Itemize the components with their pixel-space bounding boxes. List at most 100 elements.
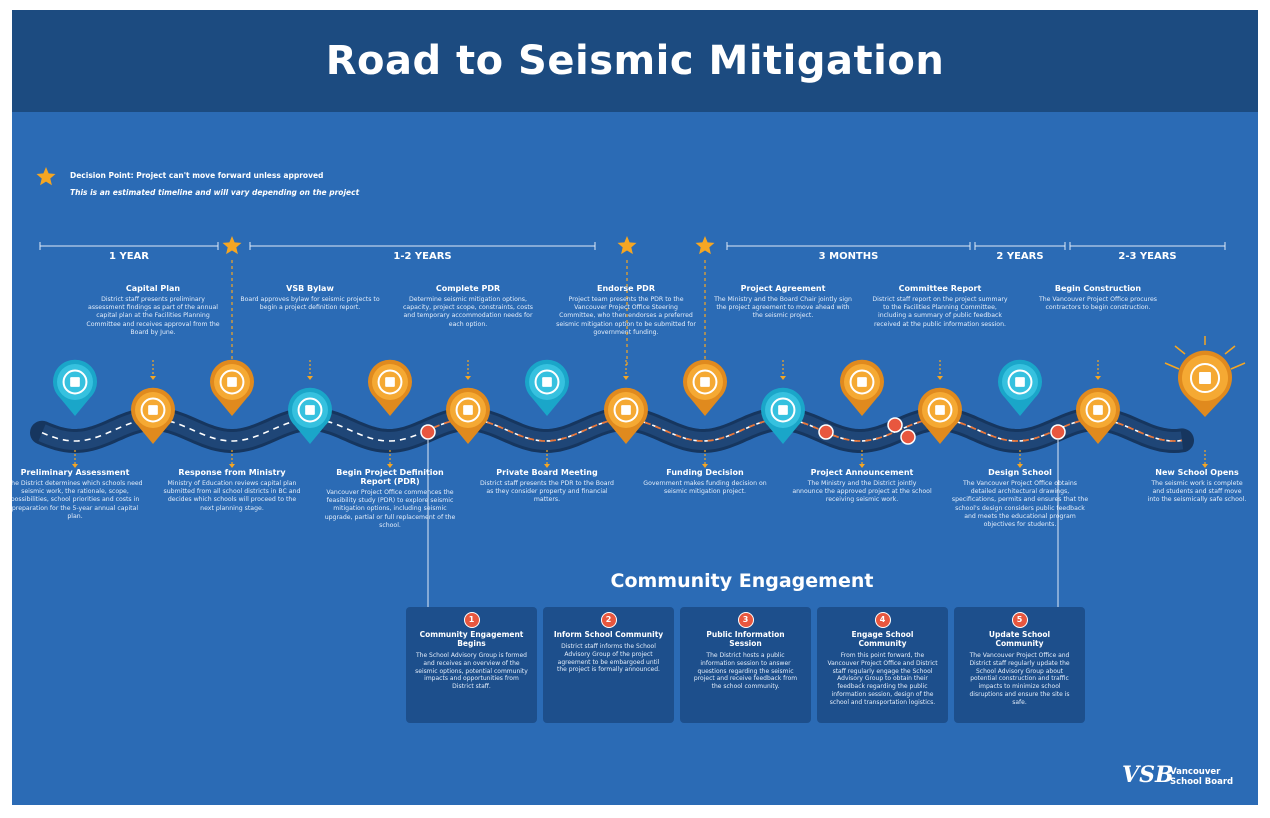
road-marker [900,429,916,445]
event: Committee Report District staff report on… [870,284,1010,329]
event: New School Opens The seismic work is comp… [1147,468,1247,505]
pin-ray [1164,362,1180,370]
pin-icon [140,397,166,423]
event-description: The Vancouver Project Office obtains det… [951,480,1089,529]
event: Project Agreement The Ministry and the Bo… [713,284,853,321]
pin-icon-detail [148,405,158,415]
card-number: 2 [600,612,617,628]
road-marker [887,417,903,433]
card-description: District staff informs the School Adviso… [557,643,660,674]
event-title: Design School [988,468,1052,477]
event: Begin Project Definition Report (PDR) Van… [320,468,460,530]
pin-ray [1174,345,1186,355]
pin-icon [1085,397,1111,423]
card-title: Inform School Community [553,630,664,639]
pin-ray [1230,362,1246,370]
event-title: Response from Ministry [178,468,286,477]
event-description: The seismic work is complete and student… [1147,480,1247,504]
card-number: 5 [1011,612,1028,628]
pin-icon-detail [778,405,788,415]
event: Complete PDR Determine seismic mitigation… [398,284,538,329]
logo-name: Vancouver School Board [1170,767,1234,787]
pin-icon-detail [935,405,945,415]
pin-icon-detail [700,377,710,387]
event: Project Announcement The Ministry and the… [792,468,932,505]
event-title: Begin Construction [1054,284,1142,293]
event-title: Preliminary Assessment [20,468,130,477]
card-title: Engage School Community [851,630,914,648]
event-title: Committee Report [898,284,982,293]
period-label: 2 YEARS [996,251,1044,262]
card-number: 3 [737,612,754,628]
pin-icon-detail [385,377,395,387]
engagement-card: 1 Community Engagement Begins The School A… [406,607,537,723]
event-description: District staff presents the PDR to the B… [480,480,614,504]
event-description: Determine seismic mitigation options, ca… [403,296,533,328]
event: VSB Bylaw Board approves bylaw for seismi… [240,284,380,312]
event-description: Government makes funding decision on sei… [643,480,767,496]
event-arrowhead [1202,464,1208,468]
event-title: Private Board Meeting [496,468,598,477]
event-arrowhead [1095,376,1101,380]
event-arrowhead [150,376,156,380]
poster: Road to Seismic Mitigation Decision Poin… [12,10,1258,805]
engagement-card: 4 Engage School Community From this point … [817,607,948,723]
pin-icon-detail [1015,377,1025,387]
event-description: District staff report on the project sum… [872,296,1008,328]
event-title: Funding Decision [666,468,744,477]
pin-icon-detail [305,405,315,415]
event-title: New School Opens [1155,468,1239,477]
pin-icon [692,369,718,395]
period-label: 1-2 YEARS [393,251,452,262]
card-description: The Vancouver Project Office and Distric… [969,652,1070,706]
pin-icon [297,397,323,423]
event-arrowhead [937,376,943,380]
pin-icon [62,369,88,395]
card-description: From this point forward, the Vancouver P… [827,652,938,706]
timeline-art [30,167,1246,607]
event-title: Project Agreement [740,284,826,293]
period-label: 1 YEAR [109,251,149,262]
event: Begin Construction The Vancouver Project … [1028,284,1168,312]
card-number: 4 [874,612,891,628]
card-title: Update School Community [988,630,1051,648]
event: Capital Plan District staff presents prel… [83,284,223,337]
event-title: Complete PDR [435,284,501,293]
pin-icon [455,397,481,423]
road-marker [1050,424,1066,440]
event-description: The District determines which schools ne… [12,480,143,520]
pin-icon [770,397,796,423]
pin-icon-detail [857,377,867,387]
event-arrowhead [702,464,708,468]
period-label: 2-3 YEARS [1118,251,1177,262]
logo-mark: VSB [1122,762,1174,788]
event-title: Project Announcement [810,468,914,477]
pin-icon-detail [621,405,631,415]
road-marker [420,424,436,440]
event-description: Vancouver Project Office commences the f… [324,489,456,529]
event-arrowhead [307,376,313,380]
event-arrowhead [465,376,471,380]
card-title: Community Engagement Begins [419,630,524,648]
event-arrowhead [780,376,786,380]
event-arrowhead [859,464,865,468]
pin-icon [849,369,875,395]
pin-icon [377,369,403,395]
legend-decision: Decision Point: Project can't move forwa… [70,171,324,180]
pin-icon [927,397,953,423]
engagement-card: 2 Inform School Community District staff i… [543,607,674,723]
decision-star [695,236,715,255]
pin-icon [1007,369,1033,395]
card-title: Public Information Session [706,630,785,648]
card-description: The School Advisory Group is formed and … [415,652,528,691]
event-description: Project team presents the PDR to the Van… [556,296,696,336]
pin-icon [219,369,245,395]
event: Design School The Vancouver Project Offic… [950,468,1090,529]
event-title: Begin Project Definition Report (PDR) [336,468,444,486]
road-marker [818,424,834,440]
engagement-title: Community Engagement [610,570,874,592]
pin-icon-detail [1093,405,1103,415]
pin-icon-detail [463,405,473,415]
pin-icon [534,369,560,395]
event-arrowhead [229,464,235,468]
